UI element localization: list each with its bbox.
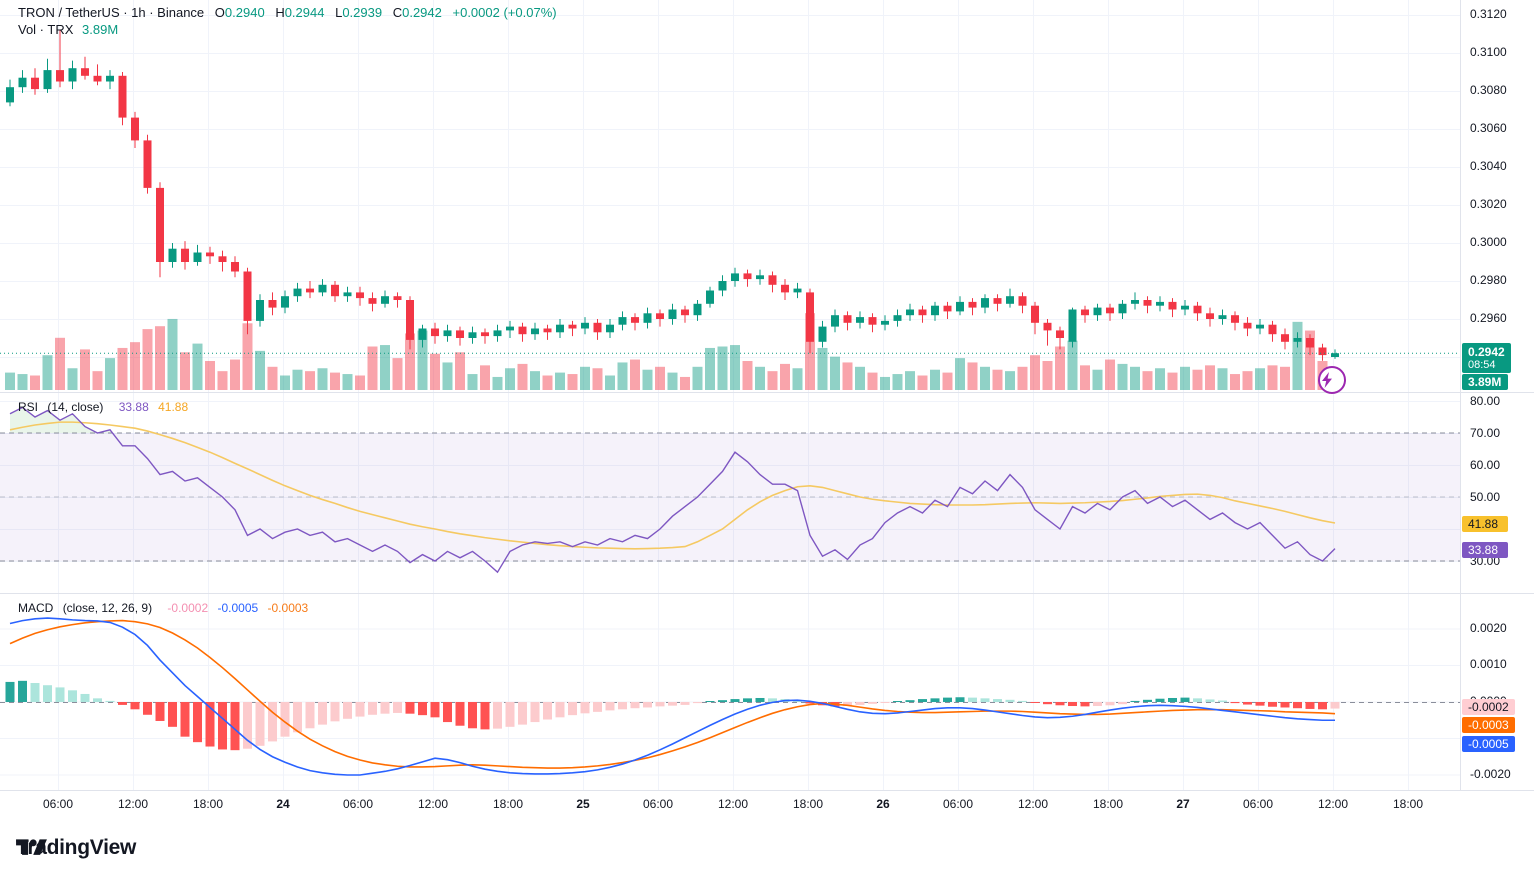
- price-axis-separator[interactable]: [1460, 0, 1461, 790]
- close-value: 0.2942: [402, 5, 442, 20]
- time-axis[interactable]: 06:00 12:00 18:00 24 06:00 12:00 18:00 25 06:00 1…: [0, 797, 1534, 817]
- rsi-axis-label: 50.00: [1470, 490, 1501, 504]
- time-axis-label: 12:00: [417, 797, 449, 811]
- macd-signal-value: -0.0003: [267, 601, 309, 615]
- flash-trade-button[interactable]: [1318, 366, 1346, 394]
- rsi-value: 33.88: [118, 400, 149, 414]
- current-volume-badge: 3.89M: [1462, 374, 1508, 390]
- pane-separator-rsi[interactable]: [0, 392, 1534, 393]
- time-axis-label: 06:00: [942, 797, 974, 811]
- current-price-badge: 0.2942 08:54: [1462, 343, 1511, 373]
- macd-legend[interactable]: MACD (close, 12, 26, 9) -0.0002 -0.0005 …: [18, 601, 314, 615]
- macd-hist-badge: -0.0002: [1462, 699, 1515, 715]
- price-axis-label: 0.2960: [1470, 311, 1507, 325]
- macd-hist-value: -0.0002: [167, 601, 209, 615]
- time-axis-label: 24: [276, 797, 290, 811]
- time-axis-label: 12:00: [717, 797, 749, 811]
- volume-value: 3.89M: [82, 22, 119, 37]
- rsi-pane[interactable]: [0, 393, 1460, 593]
- time-axis-label: 12:00: [1017, 797, 1049, 811]
- time-axis-label: 12:00: [117, 797, 149, 811]
- lightning-bolt-icon: [1322, 372, 1332, 388]
- price-axis-label: 0.3080: [1470, 83, 1507, 97]
- price-axis-label: 0.3120: [1470, 7, 1507, 21]
- time-axis-label: 26: [876, 797, 890, 811]
- time-axis-label: 12:00: [1317, 797, 1349, 811]
- price-axis-label: 0.3000: [1470, 235, 1507, 249]
- volume-legend[interactable]: Vol · TRX 3.89M: [18, 22, 118, 37]
- open-key: O: [214, 5, 225, 20]
- time-axis-label: 25: [576, 797, 590, 811]
- rsi-ma-value: 41.88: [158, 400, 189, 414]
- price-axis-label: 0.3020: [1470, 197, 1507, 211]
- symbol-title[interactable]: TRON / TetherUS · 1h · Binance: [18, 5, 205, 20]
- rsi-ma-badge: 41.88: [1462, 516, 1508, 532]
- time-axis-label: 06:00: [642, 797, 674, 811]
- macd-line-badge: -0.0005: [1462, 736, 1515, 752]
- macd-signal-badge: -0.0003: [1462, 717, 1515, 733]
- high-value: 0.2944: [284, 5, 325, 20]
- close-key: C: [392, 5, 403, 20]
- time-axis-label: 18:00: [1392, 797, 1424, 811]
- volume-label: Vol · TRX: [18, 22, 74, 37]
- price-axis-label: 0.3040: [1470, 159, 1507, 173]
- macd-axis-label: -0.0020: [1470, 767, 1511, 781]
- macd-axis-label: 0.0020: [1470, 621, 1507, 635]
- price-pane[interactable]: [0, 0, 1460, 392]
- current-price: 0.2942: [1468, 345, 1505, 359]
- time-axis-label: 18:00: [792, 797, 824, 811]
- time-axis-label: 18:00: [192, 797, 224, 811]
- time-axis-label: 27: [1176, 797, 1190, 811]
- low-key: L: [335, 5, 343, 20]
- macd-axis-label: 0.0010: [1470, 657, 1507, 671]
- high-key: H: [275, 5, 285, 20]
- rsi-title: RSI (14, close): [18, 400, 104, 414]
- time-axis-label: 18:00: [1092, 797, 1124, 811]
- macd-line-value: -0.0005: [217, 601, 259, 615]
- price-axis-label: 0.2980: [1470, 273, 1507, 287]
- price-axis-label: 0.3100: [1470, 45, 1507, 59]
- rsi-axis-label: 80.00: [1470, 394, 1501, 408]
- low-value: 0.2939: [342, 5, 383, 20]
- macd-title: MACD (close, 12, 26, 9): [18, 601, 153, 615]
- time-axis-separator[interactable]: [0, 790, 1534, 791]
- time-axis-label: 06:00: [42, 797, 74, 811]
- change-value: +0.0002 (+0.07%): [452, 5, 557, 20]
- time-axis-label: 06:00: [1242, 797, 1274, 811]
- symbol-legend[interactable]: TRON / TetherUS · 1h · Binance O0.2940 H…: [18, 5, 557, 20]
- open-value: 0.2940: [224, 5, 265, 20]
- price-axis-label: 0.3060: [1470, 121, 1507, 135]
- rsi-axis-label: 70.00: [1470, 426, 1501, 440]
- time-axis-label: 06:00: [342, 797, 374, 811]
- rsi-axis-label: 60.00: [1470, 458, 1501, 472]
- rsi-badge: 33.88: [1462, 542, 1508, 558]
- tradingview-logo[interactable]: TradingView: [16, 836, 136, 860]
- tradingview-logo-text: TradingView: [16, 836, 137, 859]
- tradingview-logo-icon: [16, 839, 47, 855]
- bar-countdown: 08:54: [1468, 359, 1496, 371]
- rsi-legend[interactable]: RSI (14, close) 33.88 41.88: [18, 400, 194, 414]
- macd-pane[interactable]: [0, 594, 1460, 790]
- pane-separator-macd[interactable]: [0, 593, 1534, 594]
- time-axis-label: 18:00: [492, 797, 524, 811]
